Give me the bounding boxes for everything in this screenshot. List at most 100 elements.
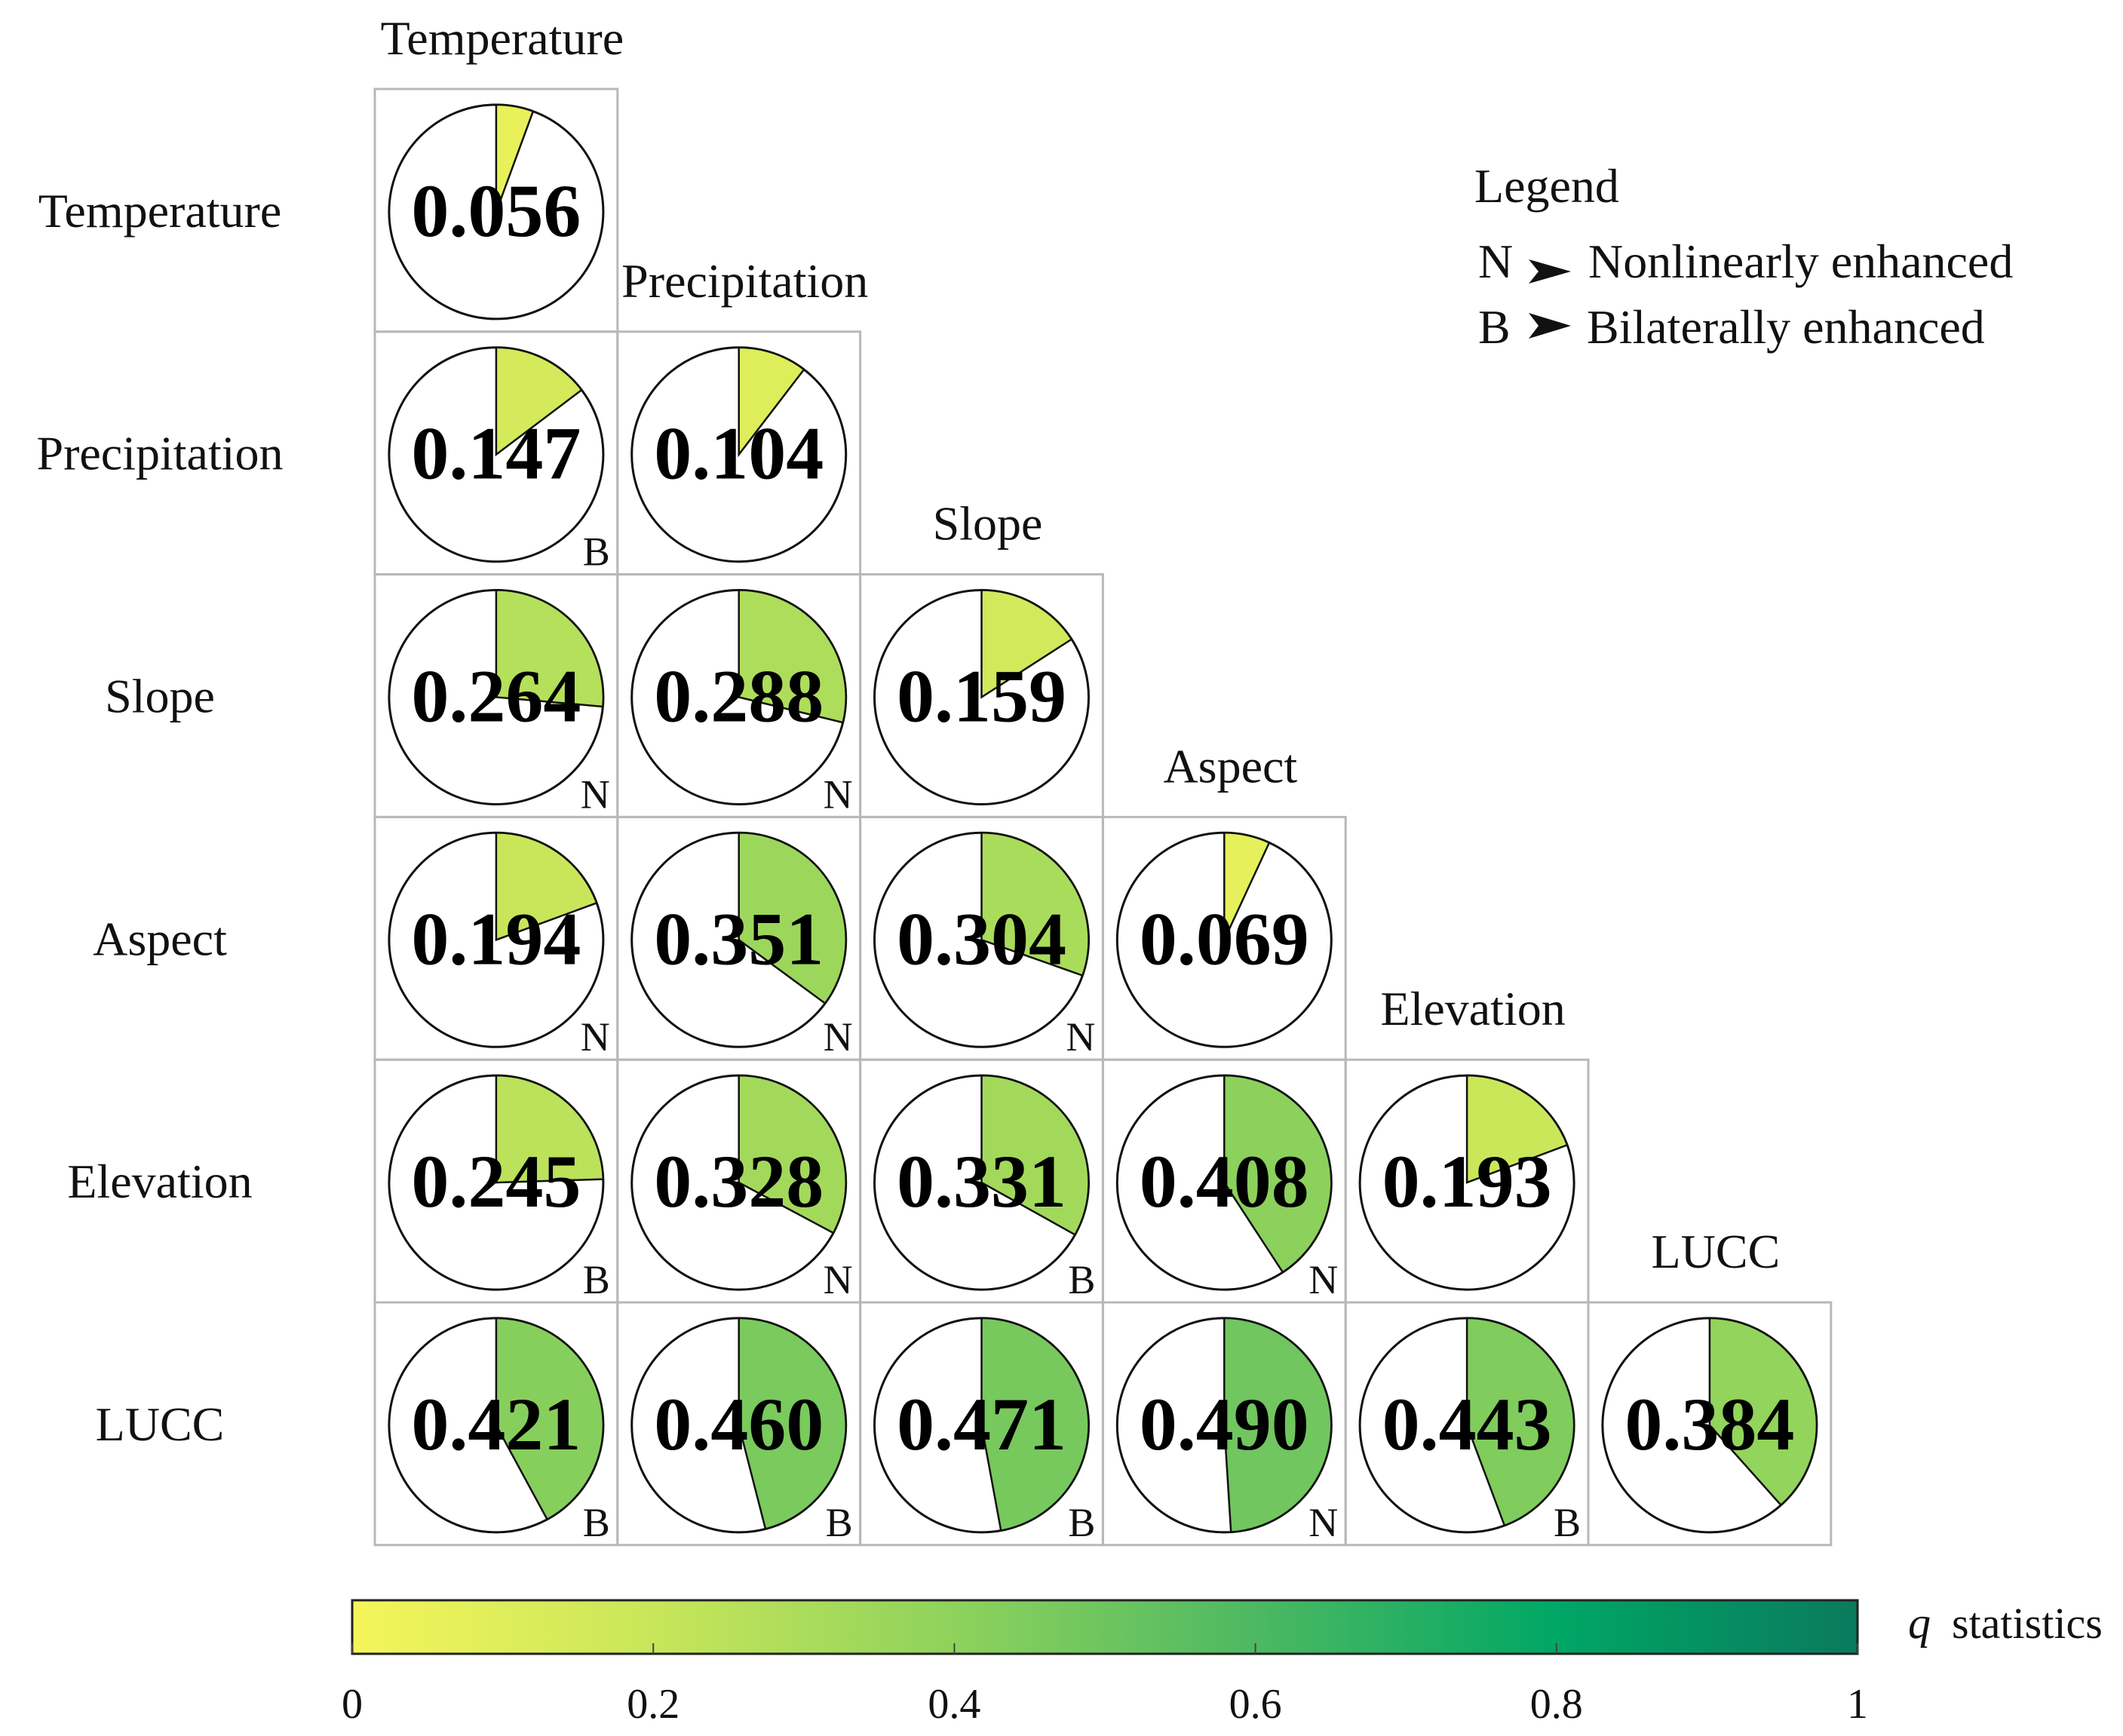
cell-grid [373, 87, 1833, 1547]
row-label: LUCC [96, 1397, 225, 1451]
legend-title: Legend [1474, 159, 1619, 213]
row-label: Slope [105, 670, 215, 723]
pie-slice [1708, 1317, 1818, 1507]
q-value-label: 0.264 [411, 655, 581, 738]
row-label: Temperature [38, 184, 281, 238]
legend-text-nonlinear: Nonlinearly enhanced [1588, 235, 2013, 288]
q-value-label: 0.490 [1140, 1382, 1309, 1466]
colorbar-tick-label: 0.6 [1229, 1681, 1282, 1728]
pie-slice [980, 1317, 1090, 1532]
column-label: Slope [933, 497, 1043, 551]
colorbar-tick-label: 0.4 [928, 1681, 980, 1728]
q-value-label: 0.331 [897, 1139, 1066, 1223]
pie-slice [495, 346, 583, 457]
pie-slice [1223, 1317, 1333, 1533]
pie-slice [738, 589, 847, 724]
pie-cell: 0.193 [1358, 1074, 1575, 1291]
legend: Legend N Nonlinearly enhanced B Bilatera… [1474, 159, 2013, 354]
colorbar-tick-label: 0 [342, 1681, 363, 1728]
q-value-label: 0.288 [654, 655, 824, 738]
q-value-label: 0.384 [1624, 1382, 1794, 1466]
colorbar-tick-label: 1 [1847, 1681, 1868, 1728]
interaction-type-mark: N [824, 771, 853, 817]
column-label: Elevation [1380, 982, 1565, 1035]
pie-cells: 0.0560.147B0.1040.264N0.288N0.1590.194N0… [388, 103, 1818, 1545]
pie-slice [495, 1074, 605, 1184]
legend-symbol-n: N [1478, 235, 1513, 288]
pie-slice [1223, 832, 1271, 940]
interaction-type-mark: N [1308, 1500, 1338, 1545]
interaction-type-mark: N [824, 1257, 853, 1302]
q-value-label: 0.104 [654, 412, 824, 495]
q-value-label: 0.069 [1140, 897, 1309, 980]
row-label: Aspect [93, 912, 227, 965]
q-value-label: 0.351 [654, 897, 824, 980]
interaction-type-mark: B [1068, 1500, 1095, 1545]
interaction-type-mark: B [583, 1257, 610, 1302]
column-label: Precipitation [621, 254, 868, 308]
pie-slice [980, 832, 1090, 977]
pie-cell: 0.159 [873, 589, 1090, 805]
q-value-label: 0.159 [897, 655, 1066, 738]
pie-slice [980, 1074, 1090, 1236]
interaction-type-mark: N [1066, 1014, 1095, 1060]
q-value-label: 0.460 [654, 1382, 824, 1466]
pie-slice [1465, 1317, 1575, 1527]
column-label: LUCC [1652, 1225, 1781, 1278]
interaction-type-mark: B [1068, 1257, 1095, 1302]
interaction-type-mark: B [583, 529, 610, 575]
colorbar-tick-label: 0.2 [627, 1681, 680, 1728]
interaction-type-mark: B [1554, 1500, 1581, 1545]
q-value-label: 0.193 [1382, 1139, 1552, 1223]
colorbar-label: statistics [1952, 1599, 2103, 1648]
interaction-type-mark: N [581, 771, 610, 817]
pie-cell: 0.104 [630, 346, 848, 563]
colorbar-label-q: q [1908, 1598, 1931, 1648]
pie-cell: 0.069 [1115, 831, 1333, 1048]
interaction-type-mark: N [1308, 1257, 1338, 1302]
pie-slice [495, 103, 535, 213]
row-label: Precipitation [36, 427, 283, 480]
q-value-label: 0.471 [897, 1382, 1066, 1466]
pie-cell: 0.056 [388, 103, 605, 321]
q-value-label: 0.408 [1140, 1139, 1309, 1223]
q-value-label: 0.194 [411, 897, 581, 980]
pie-slice [495, 832, 598, 942]
pie-cell: 0.490 N [1115, 1317, 1338, 1545]
interaction-type-mark: B [583, 1500, 610, 1545]
column-label: Temperature [381, 11, 624, 65]
matrix-cell [1587, 1301, 1833, 1547]
interaction-type-mark: N [581, 1014, 610, 1060]
q-value-label: 0.245 [411, 1139, 581, 1223]
q-value-label: 0.443 [1382, 1382, 1552, 1466]
q-value-label: 0.421 [411, 1382, 581, 1466]
arrow-right-icon [1529, 259, 1571, 284]
q-value-label: 0.328 [654, 1139, 824, 1223]
pie-slice [980, 589, 1073, 699]
legend-symbol-b: B [1478, 300, 1511, 354]
colorbar-gradient [351, 1599, 1859, 1655]
arrow-right-icon [1529, 313, 1571, 339]
colorbar-ticks: 0 0.2 0.4 0.6 0.8 1 [342, 1643, 1868, 1728]
pie-slice [738, 832, 847, 1005]
pie-slice [738, 1317, 847, 1530]
q-value-label: 0.147 [411, 412, 581, 495]
pie-slice [738, 346, 805, 458]
q-value-label: 0.304 [897, 897, 1066, 980]
variable-labels: Temperature Temperature Precipitation Preci… [36, 11, 1780, 1451]
pie-slice [495, 589, 605, 708]
interaction-type-mark: B [826, 1500, 853, 1545]
